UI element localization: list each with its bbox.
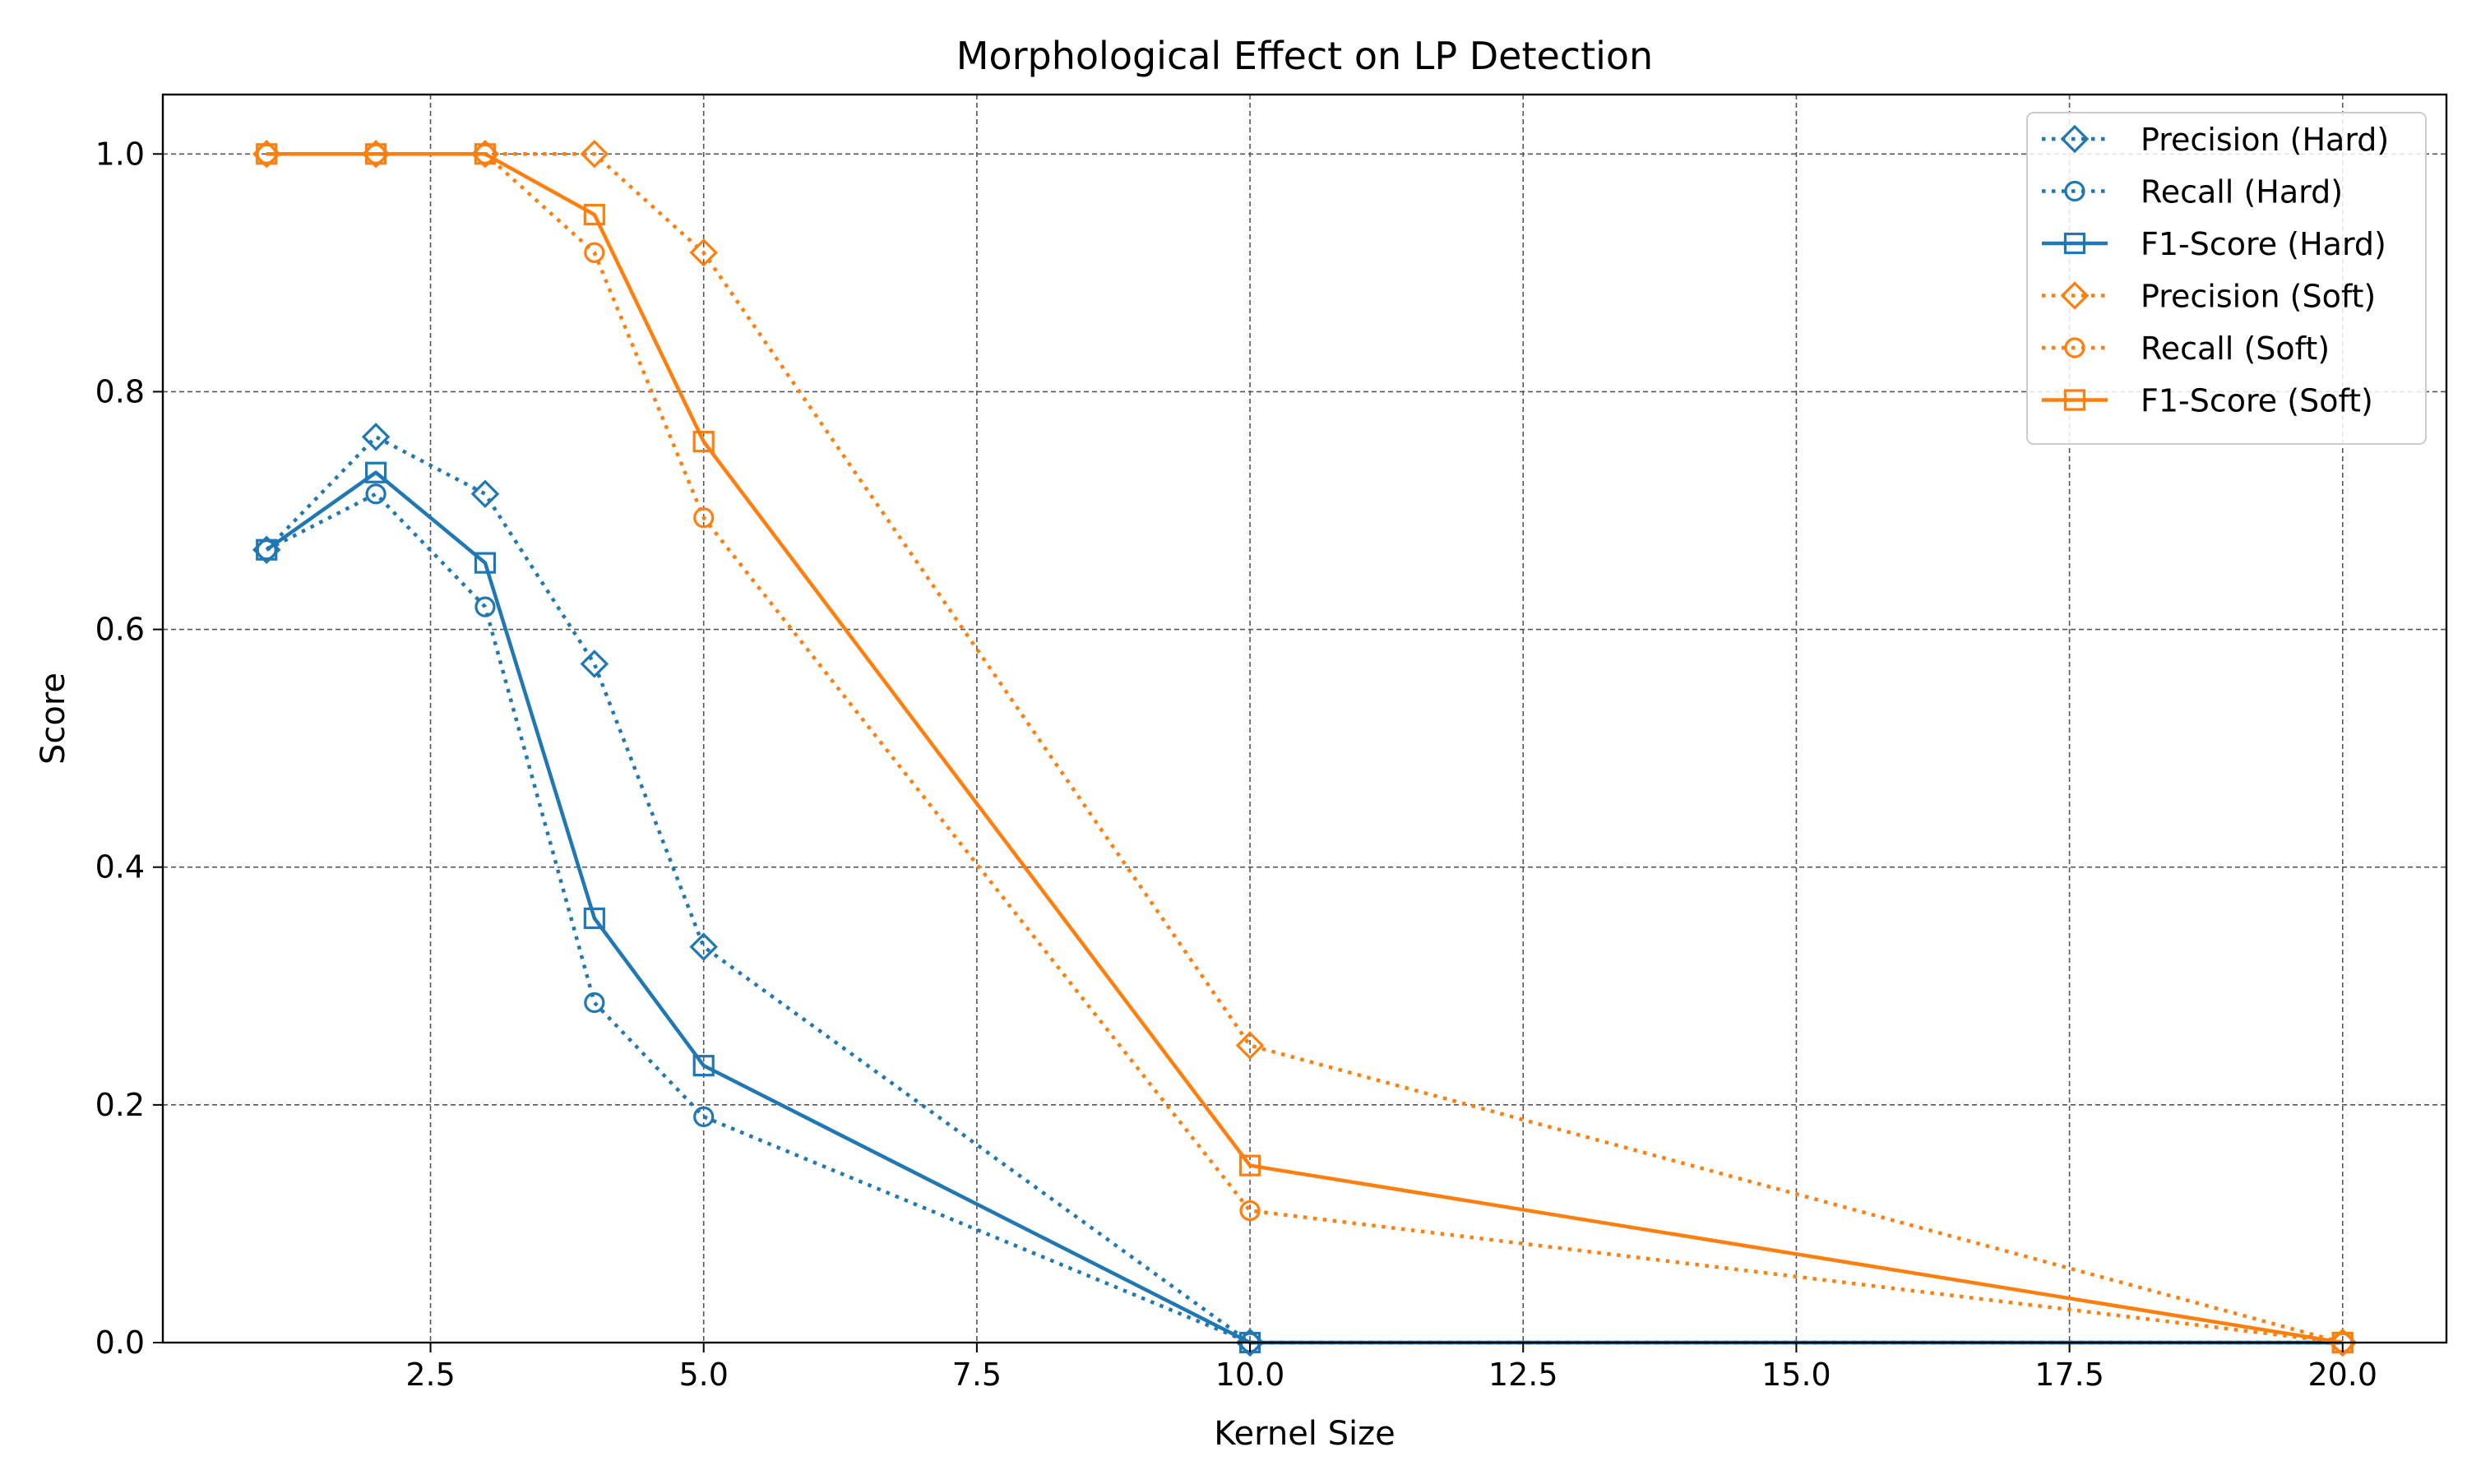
data-point <box>256 143 278 165</box>
x-tick-label: 10.0 <box>1215 1357 1285 1393</box>
y-tick-label: 0.4 <box>95 849 145 885</box>
legend-box <box>2026 112 2427 445</box>
x-tick-label: 7.5 <box>952 1357 1002 1393</box>
legend-label: Precision (Hard) <box>2141 122 2389 158</box>
legend-marker <box>2060 281 2090 310</box>
legend-entry: Precision (Soft) <box>2042 279 2376 315</box>
data-point <box>584 242 605 263</box>
data-point <box>474 596 496 617</box>
y-axis-label: Score <box>35 673 72 765</box>
chart-title: Morphological Effect on LP Detection <box>956 34 1653 78</box>
y-tick-label: 0.6 <box>95 612 145 648</box>
legend-entry: Recall (Hard) <box>2042 174 2343 210</box>
data-point <box>692 431 715 453</box>
x-tick-label: 17.5 <box>2034 1357 2104 1393</box>
legend: Precision (Hard) Recall (Hard) F1-Score (H… <box>2026 112 2427 445</box>
series-5 <box>256 143 2354 1354</box>
y-tick-label: 0.2 <box>95 1087 145 1123</box>
legend-label: Precision (Soft) <box>2141 279 2376 315</box>
legend-entry: Recall (Soft) <box>2042 331 2330 367</box>
legend-label: Recall (Soft) <box>2141 331 2330 367</box>
axis-ticks: 2.5 5.0 7.5 10.0 12.5 15.0 17.5 20.0 0.0 0.2 0.4 0.… <box>95 136 2378 1393</box>
series-line <box>266 152 2344 1345</box>
legend-entry: F1-Score (Hard) <box>2042 226 2386 262</box>
legend-label: F1-Score (Soft) <box>2141 383 2373 419</box>
legend-label: Recall (Hard) <box>2141 174 2343 210</box>
data-point <box>364 143 387 165</box>
data-point <box>470 479 500 509</box>
data-point <box>361 423 391 451</box>
x-axis-label: Kernel Size <box>1214 1415 1395 1453</box>
data-point <box>256 539 278 561</box>
x-tick-label: 20.0 <box>2307 1357 2377 1393</box>
x-tick-label: 15.0 <box>1761 1357 1831 1393</box>
data-point <box>689 238 718 267</box>
y-tick-label: 0.0 <box>95 1325 145 1361</box>
data-point <box>693 507 715 529</box>
data-point <box>365 483 386 505</box>
axes-frame <box>161 93 2448 1344</box>
data-point <box>584 992 605 1014</box>
x-tick-label: 12.5 <box>1488 1357 1558 1393</box>
data-point <box>364 461 387 483</box>
legend-label: F1-Score (Hard) <box>2141 226 2386 262</box>
data-point <box>1239 1200 1261 1222</box>
legend-marker <box>2060 124 2090 154</box>
data-point <box>692 1055 715 1077</box>
data-point <box>693 1106 715 1127</box>
legend-marker <box>2064 180 2085 202</box>
data-point <box>689 932 718 961</box>
y-tick-label: 1.0 <box>95 136 145 172</box>
data-point <box>1235 1031 1265 1060</box>
legend-marker <box>2063 232 2086 255</box>
legend-marker <box>2063 389 2086 411</box>
legend-entry: Precision (Hard) <box>2042 122 2389 158</box>
data-point <box>474 552 497 574</box>
y-tick-label: 0.8 <box>95 373 145 409</box>
legend-entry: F1-Score (Soft) <box>2042 383 2373 419</box>
legend-marker <box>2064 337 2085 358</box>
data-point <box>580 140 609 169</box>
data-point <box>583 907 605 929</box>
data-point <box>474 143 497 165</box>
data-point <box>583 203 605 226</box>
x-tick-label: 5.0 <box>678 1357 728 1393</box>
x-tick-label: 2.5 <box>405 1357 455 1393</box>
data-point <box>1238 1154 1261 1177</box>
data-point <box>580 650 609 678</box>
